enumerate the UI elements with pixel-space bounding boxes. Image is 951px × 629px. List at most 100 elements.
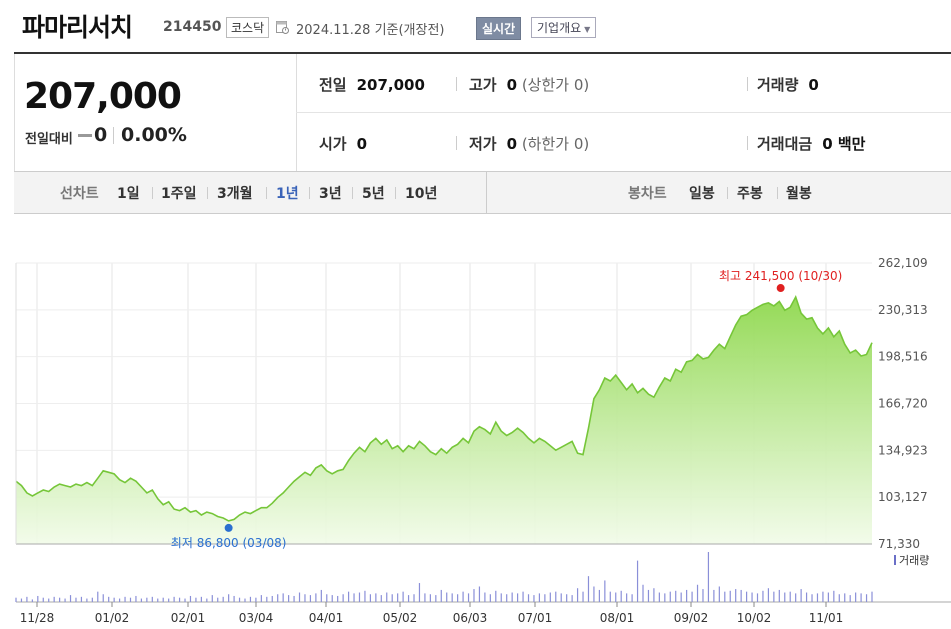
company-overview-dropdown[interactable]: 기업개요 ▼ [531,17,597,38]
volume-bar [26,596,28,602]
volume-bar [151,596,153,602]
volume-bar [397,593,399,602]
volume-bar [304,594,306,602]
volume-bar [778,589,780,602]
volume-bar [506,594,508,602]
volume-bar [37,595,39,602]
volume-bar [789,591,791,602]
volume-bar [86,598,88,602]
tabs-divider [486,172,487,213]
volume-bar [457,594,459,602]
tab-1y[interactable]: 1년 [276,186,299,202]
separator [152,187,153,199]
stat-high: 고가 0 (상한가 0) [469,74,589,95]
volume-bar [59,597,61,602]
separator [395,187,396,199]
stat-low: 저가 0 (하한가 0) [469,133,589,154]
tab-3y[interactable]: 3년 [319,186,342,202]
volume-bar [293,595,295,602]
volume-bar [489,594,491,602]
volume-bar [544,594,546,602]
separator [747,77,748,91]
tab-3m[interactable]: 3개월 [217,186,253,202]
volume-bar [244,598,246,602]
stock-header: 파마리서치 214450 코스닥 2024.11.28 기준(개장전) 실시간 … [0,0,951,52]
volume-bar [636,560,639,602]
volume-bar [162,597,164,602]
volume-bar [53,596,55,602]
tab-5y[interactable]: 5년 [362,186,385,202]
volume-bar [178,597,181,602]
volume-bar [555,591,557,602]
tab-monthly[interactable]: 월봉 [786,186,812,202]
volume-bar [467,593,470,602]
x-tick-label: 03/04 [239,611,274,625]
chart-period-tabs: 선차트 1일 1주일 3개월 1년 3년 5년 10년 봉차트 일봉 주봉 월봉 [14,171,951,214]
separator [747,136,748,150]
volume-bar [402,591,404,602]
volume-bar [680,592,682,602]
volume-bar [315,593,317,602]
volume-bar [664,593,666,602]
separator [207,187,208,199]
volume-bar [462,591,464,602]
low-annotation: 최저 86,800 (03/08) [171,536,287,550]
change-label: 전일대비 [25,132,73,147]
x-tick-label: 09/02 [674,611,709,625]
volume-bar [745,591,748,602]
volume-bar [620,590,622,602]
tab-1w[interactable]: 1주일 [161,186,197,202]
volume-bar [593,586,595,602]
volume-bar [675,590,677,602]
volume-bar [805,592,808,602]
high-annotation: 최고 241,500 (10/30) [719,269,842,283]
price-summary: 207,000 전일대비 0 0.00% [14,54,297,171]
volume-bar [277,594,279,602]
volume-bar [696,584,699,602]
volume-legend-label: 거래량 [899,554,930,567]
volume-bar [609,591,611,602]
tab-weekly[interactable]: 주봉 [737,186,763,202]
volume-bar [478,586,481,602]
volume-bar [560,593,562,602]
stat-label: 시가 [319,135,347,153]
volume-bar [75,597,77,602]
volume-bar [495,590,497,602]
low-marker [224,523,233,532]
x-tick-label: 11/01 [809,611,844,625]
stat-label: 고가 [469,76,497,94]
volume-bar [157,598,159,602]
volume-legend-swatch [894,555,896,565]
stat-value: 207,000 [356,76,425,94]
separator [456,77,457,91]
volume-bar [865,594,868,602]
volume-bar [342,594,344,602]
volume-bar [653,588,655,602]
volume-bar [429,594,431,602]
row-divider [296,112,951,113]
volume-bar [500,593,502,602]
company-name[interactable]: 파마리서치 [22,13,133,42]
volume-bar [42,597,44,602]
realtime-button[interactable]: 실시간 [476,17,522,40]
tab-daily[interactable]: 일봉 [689,186,715,202]
volume-bar [751,592,753,602]
volume-bar [288,595,290,602]
volume-bar [451,593,453,602]
volume-bar [407,595,410,602]
volume-bar [576,588,579,602]
volume-bar [767,588,770,602]
reference-date: 2024.11.28 기준(개장전) [296,23,445,38]
volume-bar [195,597,197,602]
tab-10y[interactable]: 10년 [405,186,438,202]
volume-bar [309,595,312,602]
tab-1d[interactable]: 1일 [117,186,140,202]
current-price: 207,000 [24,76,182,117]
volume-bar [658,592,660,602]
volume-bar [375,593,377,602]
x-tick-label: 08/01 [600,611,635,625]
volume-bar [626,593,628,602]
volume-bar [756,593,759,602]
volume-bar [31,599,33,602]
volume-bar [642,584,644,602]
